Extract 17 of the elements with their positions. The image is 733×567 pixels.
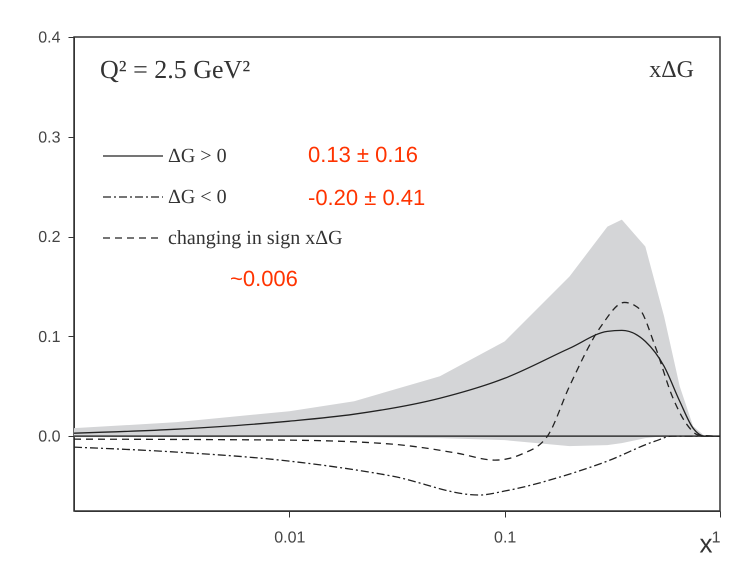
y-tick-label: 0.4 [38,30,61,46]
x-tick-label: 1 [712,530,721,546]
legend-label: ΔG < 0 [168,186,227,208]
legend-label: changing in sign xΔG [168,227,343,249]
x-tick-label: 0.01 [274,530,306,546]
legend-label: ΔG > 0 [168,145,227,167]
annotation: Q² = 2.5 GeV² [100,55,250,84]
y-tick-label: 0.2 [38,229,61,246]
annotation: 0.13 ± 0.16 [308,142,418,167]
y-tick-label: 0.3 [38,129,61,146]
x-axis-title: x [700,528,712,558]
x-tick-label: 0.1 [494,530,516,546]
y-tick-label: 0.1 [38,328,61,346]
annotation: ~0.006 [230,266,298,291]
annotation: xΔG [649,57,694,83]
y-tick-label: 0.0 [38,428,61,446]
annotation: -0.20 ± 0.41 [308,185,426,210]
